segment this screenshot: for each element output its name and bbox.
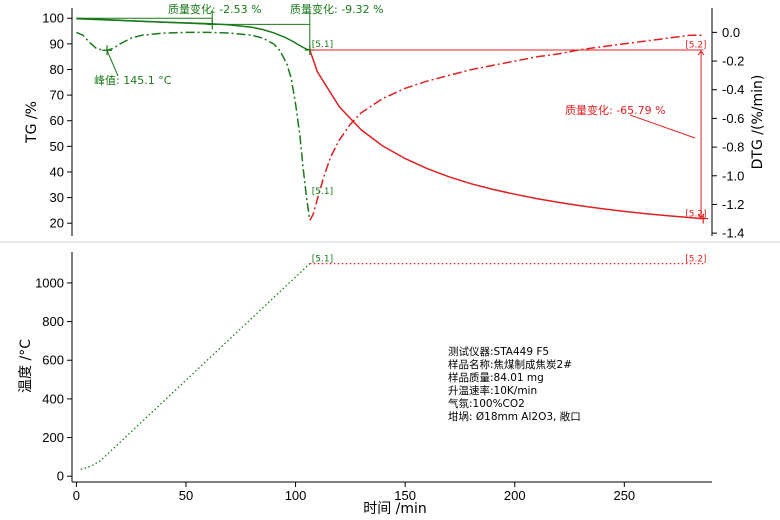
- dtg-tick-label: -1.2: [722, 197, 744, 212]
- sample-info-line: 气氛:100%CO2: [448, 397, 525, 410]
- sample-info-line: 样品质量:84.01 mg: [448, 371, 544, 384]
- tg-tick-label: 30: [50, 190, 64, 205]
- mass-change-2-label: 质量变化: -9.32 %: [290, 2, 384, 16]
- tg-tick-label: 90: [50, 36, 64, 51]
- marker-5-1-temp: [5.1]: [312, 254, 333, 264]
- mass-change-3-marker: [698, 213, 709, 224]
- dtg-tick-group: 0.0 -0.2 -0.4 -0.6 -0.8 -1.0 -1.2 -1.4: [712, 25, 744, 241]
- time-tick-label: 250: [613, 488, 635, 503]
- tg-tick-label: 100: [42, 11, 64, 26]
- mass-change-1-label: 质量变化: -2.53 %: [168, 2, 262, 16]
- temp-axis-title: 温度 /°C: [18, 339, 34, 393]
- mass-change-3-arrow-up: [697, 50, 705, 56]
- tg-axis-title: TG /%: [24, 101, 40, 144]
- tg-tick-label: 60: [50, 113, 64, 128]
- top-tg-line-1: [309, 49, 704, 220]
- time-axis-title: 时间 /min: [363, 501, 427, 517]
- top-annotation-group: 质量变化: -2.53 % 质量变化: -9.32 % 峰值: 145.1 °C 质量…: [76, 2, 709, 224]
- time-tick-label: 50: [179, 488, 193, 503]
- dtg-tick-label: 0.0: [722, 25, 740, 40]
- temp-tick-label: 0: [57, 469, 64, 484]
- dtg-tick-label: -0.6: [722, 111, 744, 126]
- dtg-axis-title: DTG /(%/min): [750, 75, 766, 170]
- time-tick-label: 150: [394, 488, 416, 503]
- dtg-tick-label: -0.2: [722, 54, 744, 69]
- time-tick-label: 100: [285, 488, 307, 503]
- mass-change-1-line-b: [76, 18, 213, 25]
- time-tick-label: 200: [504, 488, 526, 503]
- tg-tick-label: 70: [50, 88, 64, 103]
- bottom-series-group: [80, 262, 704, 471]
- mass-change-3-leader: [629, 114, 696, 139]
- sample-info-line: 测试仪器:STA449 F5: [448, 345, 549, 358]
- temp-tick-group: 0 200 400 600 800 1000: [35, 275, 72, 484]
- tg-tick-group: 20 30 40 50 60 70 80 90 100: [42, 11, 72, 231]
- dtg-tick-label: -0.4: [722, 82, 744, 97]
- time-tick-label: 0: [73, 488, 80, 503]
- dtg-peak-leader: [106, 50, 119, 77]
- tg-tick-label: 50: [50, 139, 64, 154]
- bottom-annotation-group: [5.1] [5.2]: [312, 254, 707, 264]
- sample-info-line: 升温速率:10K/min: [448, 384, 537, 397]
- top-dtg-line-0: [76, 31, 311, 221]
- marker-5-2-tg: [5.2]: [685, 41, 706, 51]
- time-tick-group: 0 50 100 150 200 250: [73, 482, 635, 503]
- dtg-tick-label: -1.0: [722, 168, 744, 183]
- marker-5-2-dtg: [5.2]: [685, 209, 706, 219]
- mass-change-3-label: 质量变化: -65.79 %: [565, 103, 666, 117]
- tg-tick-label: 40: [50, 164, 64, 179]
- temp-tick-label: 600: [42, 353, 64, 368]
- marker-5-2-temp: [5.2]: [685, 254, 706, 264]
- sample-info-line: 样品名称:焦煤制成焦炭2#: [448, 358, 572, 371]
- temp-tick-label: 1000: [35, 275, 64, 290]
- tg-tick-label: 80: [50, 62, 64, 77]
- temp-tick-label: 800: [42, 314, 64, 329]
- top-dtg-line-1: [309, 34, 704, 221]
- temp-tick-label: 200: [42, 430, 64, 445]
- bottom-温度-line-0: [80, 263, 311, 471]
- tg-tick-label: 20: [50, 216, 64, 231]
- dtg-tick-label: -1.4: [722, 226, 744, 241]
- sample-info-line: 坩埚: Ø18mm Al2O3, 敞口: [448, 410, 581, 423]
- marker-5-1-dtg: [5.1]: [312, 187, 333, 197]
- top-panel: 20 30 40 50 60 70 80 90 100 0.0 -0.2 -0.4 -0.6 -0.8 -…: [24, 2, 766, 241]
- dtg-tick-label: -0.8: [722, 140, 744, 155]
- top-series-group: [76, 17, 704, 221]
- marker-5-1-tg: [5.1]: [312, 40, 333, 50]
- temp-tick-label: 400: [42, 391, 64, 406]
- dtg-peak-label: 峰值: 145.1 °C: [94, 74, 172, 87]
